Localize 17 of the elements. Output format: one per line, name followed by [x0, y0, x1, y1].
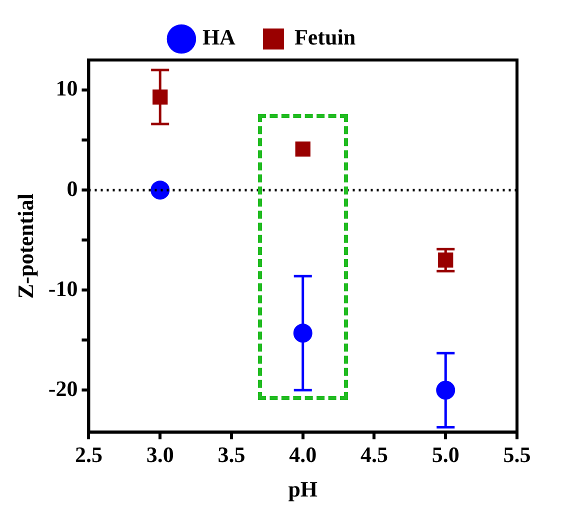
x-tick-label: 5.0	[432, 442, 460, 468]
y-tick-label: -20	[48, 376, 78, 401]
point	[150, 180, 170, 200]
legend-label: Fetuin	[294, 24, 356, 50]
x-tick-label: 2.5	[74, 442, 102, 468]
x-tick-label: 4.5	[360, 442, 388, 468]
x-axis-title: pH	[288, 476, 318, 502]
x-tick-label: 3.0	[146, 442, 174, 468]
y-tick-label: 10	[56, 76, 78, 101]
x-tick-label: 3.5	[218, 442, 246, 468]
x-tick-label: 5.5	[503, 442, 531, 468]
point	[295, 141, 310, 157]
y-tick-label: 0	[66, 176, 78, 201]
y-tick-label: -10	[48, 276, 78, 301]
x-tick-label: 4.0	[289, 442, 317, 468]
legend-label: HA	[202, 24, 236, 50]
y-axis-title: Z-potential	[12, 194, 38, 299]
